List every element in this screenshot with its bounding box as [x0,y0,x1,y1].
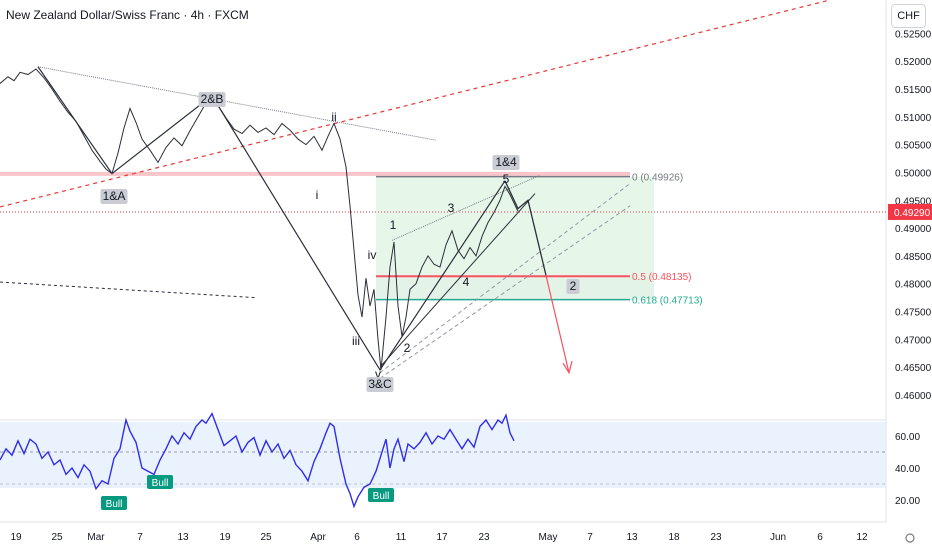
fib-level-label: 0.618 (0.47713) [632,296,703,307]
upper-trendline [37,66,437,141]
bull-badge-label: Bull [106,499,123,510]
wave-label: 1&4 [495,155,517,169]
time-tick-label: 7 [587,532,593,543]
bearish-arrow-shaft [545,275,570,373]
rsi-tick-label: 40.00 [895,464,920,475]
wave-label-box [566,279,580,294]
wedge-upper-line [391,174,541,241]
wedge-parallel-2 [379,205,631,379]
price-tick-label: 0.50500 [895,141,932,152]
wave-projection [504,180,547,276]
price-tick-label: 0.51500 [895,85,932,96]
time-tick-label: 19 [219,532,231,543]
time-tick-label: 25 [260,532,272,543]
wave-label-box [492,155,520,170]
wave-label: iii [352,334,360,348]
fib-zone-upper [376,176,654,277]
chart-title: New Zealand Dollar/Swiss Franc · 4h · FX… [6,8,249,22]
wave-label: iv [368,248,377,262]
price-tick-label: 0.48500 [895,252,932,263]
time-tick-label: 12 [856,532,868,543]
price-tick-label: 0.49500 [895,196,932,207]
time-tick-label: 7 [137,532,143,543]
price-tick-label: 0.46500 [895,363,932,374]
wave-label: 2 [404,341,411,355]
rsi-tick-label: 60.00 [895,432,920,443]
price-tick-label: 0.49000 [895,224,932,235]
bearish-arrow-head [562,361,573,375]
wave-label: v [375,367,381,381]
price-tick-label: 0.51000 [895,113,932,124]
wave-label: 1&A [103,189,126,203]
time-tick-label: 11 [396,532,407,543]
wave-label: 3&C [368,377,392,391]
wave-label: ii [331,110,336,124]
current-price-label: 0.49290 [894,208,931,219]
price-tick-label: 0.52500 [895,29,932,40]
wedge-parallel-1 [379,183,631,374]
time-tick-label: 23 [478,532,490,543]
time-tick-label: 6 [354,532,360,543]
time-tick-label: 23 [710,532,722,543]
dashed-trendline [0,0,831,208]
bull-badge [101,496,127,510]
bull-badge-label: Bull [152,478,169,489]
price-tick-label: 0.47000 [895,335,932,346]
rsi-tick-label: 20.00 [895,496,920,507]
rsi-line [0,412,515,509]
bull-badge [147,475,173,489]
wave-label: 1 [390,218,397,232]
wedge-lower-line [379,193,536,368]
price-tick-label: 0.46000 [895,391,932,402]
time-tick-label: Apr [310,532,326,543]
time-tick-label: 13 [626,532,638,543]
current-price-tag [888,203,932,220]
fib-level-label: 0 (0.49926) [632,173,683,184]
currency-button[interactable]: CHF [891,4,926,28]
bull-badge [368,488,394,502]
fib-level-label: 0.5 (0.48135) [632,272,692,283]
rsi-band [0,422,886,488]
wave-label-box [366,377,394,392]
price-tick-label: 0.48000 [895,280,932,291]
price-line [0,68,519,370]
time-tick-label: 25 [51,532,63,543]
price-tick-label: 0.47500 [895,308,932,319]
wave-label-box [198,92,226,107]
price-tick-label: 0.52000 [895,57,932,68]
gear-icon [905,533,915,543]
time-tick-label: 18 [668,532,680,543]
bull-badge-label: Bull [373,491,390,502]
wave-label: 2 [570,279,577,293]
wave-label: 3 [448,201,455,215]
wave-label: 5 [503,172,510,186]
time-tick-label: 19 [10,532,22,543]
wave-label-box [100,189,128,204]
support-band [0,171,630,176]
time-tick-label: 13 [177,532,189,543]
wave-label: i [316,188,319,202]
time-tick-label: 17 [436,532,448,543]
dashed-level-line [0,281,256,299]
time-tick-label: May [539,532,558,543]
price-tick-label: 0.50000 [895,168,932,179]
time-tick-label: Mar [87,532,105,543]
time-tick-label: 6 [817,532,823,543]
wave-label: 4 [463,275,470,289]
wave-label: 2&B [201,92,224,106]
time-tick-label: Jun [770,532,786,543]
